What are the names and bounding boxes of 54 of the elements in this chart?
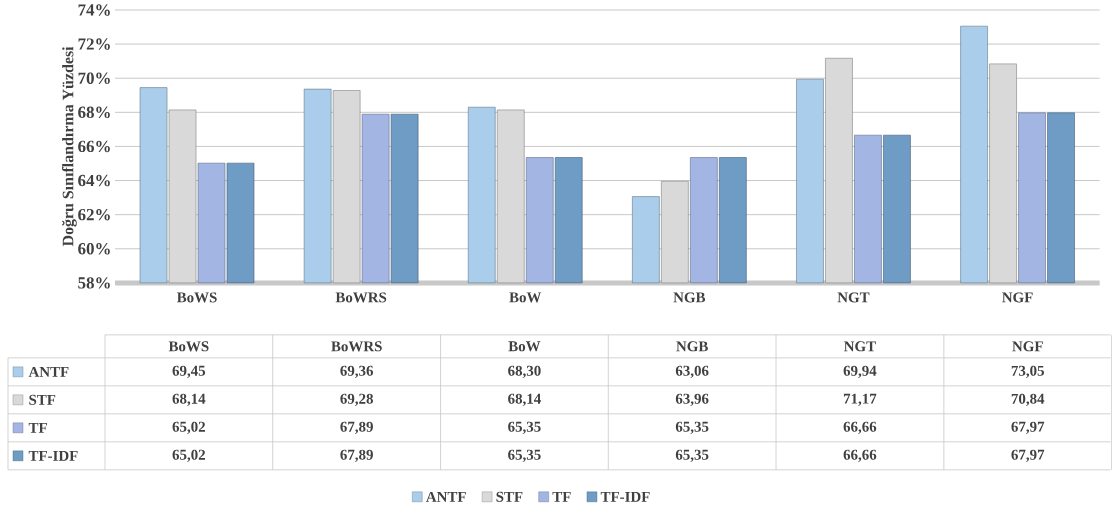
category-label: NGT <box>843 341 876 352</box>
data-label: 63,96 <box>675 393 709 407</box>
category-label: BoWRS <box>331 341 382 352</box>
x-tick-label: BoW <box>509 292 542 303</box>
category-label: BoWS <box>168 341 209 352</box>
data-label: 71,17 <box>843 393 877 407</box>
data-label: 69,28 <box>340 393 373 407</box>
data-label: 68,30 <box>508 365 541 379</box>
category-label: NGB <box>676 341 708 352</box>
legend-label: TF <box>28 423 47 433</box>
category-label: NGF <box>1012 341 1043 352</box>
data-label: 68,14 <box>172 393 206 407</box>
x-tick-label: BoWS <box>176 292 217 303</box>
data-label: 67,89 <box>340 449 373 463</box>
category-label: BoW <box>508 341 541 352</box>
data-label: 73,05 <box>1011 365 1044 379</box>
y-tick-label: 58% <box>78 277 110 289</box>
x-tick-label: NGT <box>837 292 870 303</box>
y-axis-title: Doğru Sınıflandırma Yüzdesi <box>62 46 77 247</box>
data-label: 67,89 <box>340 421 373 435</box>
data-label: 65,02 <box>172 449 205 463</box>
y-tick-label: 60% <box>78 243 110 255</box>
text: ANTF <box>425 491 466 502</box>
data-label: 65,35 <box>508 421 541 435</box>
text: STF <box>496 491 523 502</box>
data-label: 68,14 <box>508 393 541 407</box>
data-label: 69,45 <box>172 365 206 379</box>
data-label: 65,35 <box>675 449 709 463</box>
y-tick-label: 70% <box>78 72 110 85</box>
data-label: 67,97 <box>1011 449 1045 463</box>
data-label: 69,36 <box>340 365 374 379</box>
data-label: 65,02 <box>172 421 205 435</box>
data-label: 66,66 <box>843 421 877 435</box>
x-tick-label: NGF <box>1002 292 1033 303</box>
legend-label: ANTF <box>28 367 69 377</box>
data-label: 65,35 <box>508 449 541 463</box>
x-tick-label: NGB <box>673 292 706 303</box>
x-tick-label: BoWRS <box>335 292 387 303</box>
data-label: 69,94 <box>843 365 877 379</box>
data-label: 63,06 <box>675 365 709 379</box>
data-label: 66,66 <box>843 449 877 463</box>
y-tick-label: 66% <box>78 140 110 153</box>
y-tick-label: 62% <box>78 209 110 221</box>
y-tick-label: 68% <box>78 106 110 119</box>
text: TF-IDF <box>28 451 78 461</box>
legend-label: STF <box>29 394 56 405</box>
data-label: 70,84 <box>1011 393 1045 407</box>
legend-label: TF-IDF <box>600 492 650 502</box>
data-label: 65,35 <box>675 421 709 435</box>
text: TF <box>552 492 571 502</box>
y-tick-label: 72% <box>78 38 110 50</box>
y-tick-label: 64% <box>78 174 110 187</box>
data-label: 67,97 <box>1011 421 1045 435</box>
y-tick-label: 74% <box>78 4 110 16</box>
